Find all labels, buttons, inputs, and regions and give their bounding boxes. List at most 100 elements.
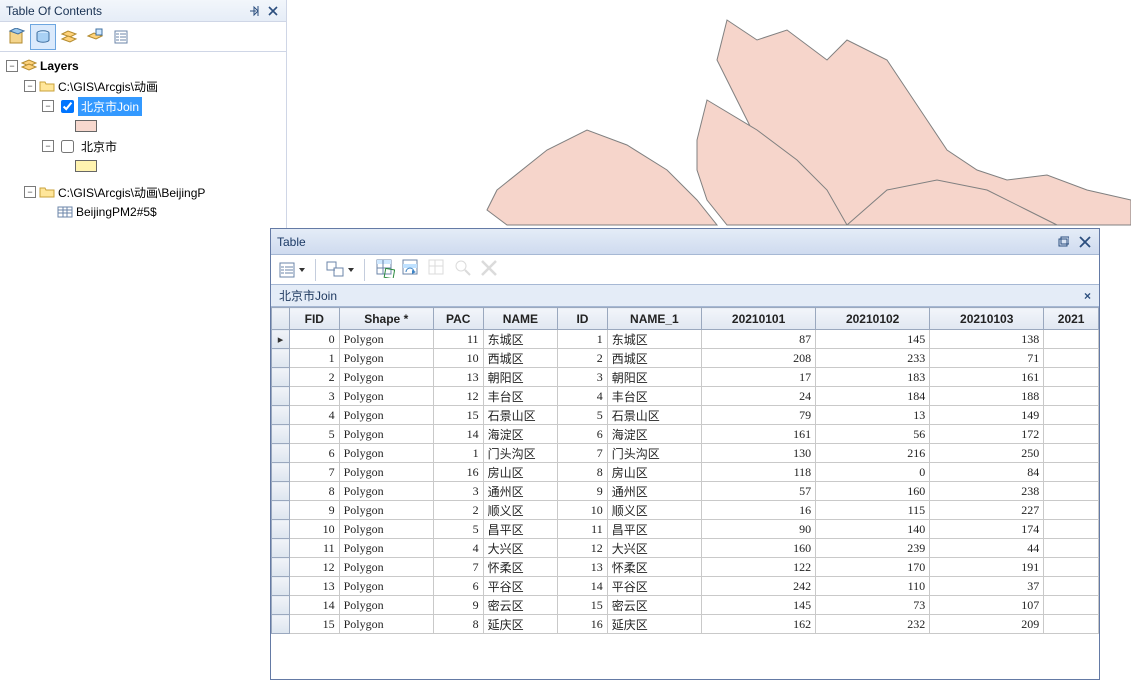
row-selector[interactable]: ▸ xyxy=(272,330,290,349)
cell[interactable]: 8 xyxy=(558,463,607,482)
table-window-titlebar[interactable]: Table xyxy=(271,229,1099,255)
layers-root-label[interactable]: Layers xyxy=(37,58,82,74)
zoom-selected-button[interactable] xyxy=(453,258,473,281)
cell[interactable]: 44 xyxy=(930,539,1044,558)
cell[interactable]: 11 xyxy=(433,330,483,349)
row-selector[interactable] xyxy=(272,406,290,425)
cell[interactable]: 13 xyxy=(433,368,483,387)
cell[interactable]: 15 xyxy=(558,596,607,615)
table-row[interactable]: 4Polygon15石景山区5石景山区7913149 xyxy=(272,406,1099,425)
cell[interactable]: 9 xyxy=(558,482,607,501)
cell[interactable]: 6 xyxy=(558,425,607,444)
expander-icon[interactable]: − xyxy=(6,60,18,72)
cell[interactable]: 1 xyxy=(433,444,483,463)
expander-icon[interactable]: − xyxy=(24,186,36,198)
row-selector[interactable] xyxy=(272,520,290,539)
cell[interactable]: 2 xyxy=(433,501,483,520)
cell[interactable]: 161 xyxy=(930,368,1044,387)
cell[interactable]: 8 xyxy=(433,615,483,634)
cell[interactable]: Polygon xyxy=(339,368,433,387)
cell[interactable]: 13 xyxy=(816,406,930,425)
layer-label[interactable]: 北京市 xyxy=(78,137,120,156)
cell[interactable]: 138 xyxy=(930,330,1044,349)
cell[interactable]: 130 xyxy=(702,444,816,463)
cell[interactable]: 顺义区 xyxy=(607,501,701,520)
cell[interactable]: 昌平区 xyxy=(607,520,701,539)
cell[interactable]: 87 xyxy=(702,330,816,349)
cell[interactable]: 2 xyxy=(290,368,340,387)
cell[interactable]: 12 xyxy=(558,539,607,558)
cell[interactable]: 216 xyxy=(816,444,930,463)
cell[interactable]: 170 xyxy=(816,558,930,577)
tab-close-icon[interactable]: × xyxy=(1084,289,1091,303)
cell[interactable]: Polygon xyxy=(339,387,433,406)
cell[interactable]: 通州区 xyxy=(483,482,558,501)
cell[interactable]: Polygon xyxy=(339,558,433,577)
cell[interactable]: 顺义区 xyxy=(483,501,558,520)
cell[interactable]: 平谷区 xyxy=(483,577,558,596)
cell[interactable]: 162 xyxy=(702,615,816,634)
cell[interactable] xyxy=(1044,501,1099,520)
row-selector[interactable] xyxy=(272,501,290,520)
cell[interactable]: Polygon xyxy=(339,406,433,425)
cell[interactable]: 57 xyxy=(702,482,816,501)
cell[interactable]: Polygon xyxy=(339,444,433,463)
table-row[interactable]: 13Polygon6平谷区14平谷区24211037 xyxy=(272,577,1099,596)
cell[interactable]: 1 xyxy=(558,330,607,349)
cell[interactable]: 160 xyxy=(702,539,816,558)
table-row[interactable]: 1Polygon10西城区2西城区20823371 xyxy=(272,349,1099,368)
list-by-selection-button[interactable] xyxy=(82,24,108,50)
column-header[interactable]: FID xyxy=(290,308,340,330)
cell[interactable]: 延庆区 xyxy=(483,615,558,634)
cell[interactable]: 5 xyxy=(433,520,483,539)
cell[interactable] xyxy=(1044,558,1099,577)
cell[interactable]: 14 xyxy=(558,577,607,596)
cell[interactable]: 145 xyxy=(816,330,930,349)
expander-icon[interactable]: − xyxy=(42,140,54,152)
cell[interactable]: 通州区 xyxy=(607,482,701,501)
cell[interactable]: 115 xyxy=(816,501,930,520)
cell[interactable]: Polygon xyxy=(339,577,433,596)
cell[interactable]: 13 xyxy=(290,577,340,596)
cell[interactable]: 海淀区 xyxy=(483,425,558,444)
cell[interactable]: 门头沟区 xyxy=(483,444,558,463)
cell[interactable]: 平谷区 xyxy=(607,577,701,596)
cell[interactable]: 73 xyxy=(816,596,930,615)
group-label[interactable]: C:\GIS\Arcgis\动画 xyxy=(55,77,161,96)
cell[interactable]: 1 xyxy=(290,349,340,368)
cell[interactable]: 232 xyxy=(816,615,930,634)
cell[interactable]: 107 xyxy=(930,596,1044,615)
column-header[interactable]: NAME_1 xyxy=(607,308,701,330)
row-selector[interactable] xyxy=(272,425,290,444)
cell[interactable]: 0 xyxy=(816,463,930,482)
list-by-visibility-button[interactable] xyxy=(56,24,82,50)
cell[interactable]: Polygon xyxy=(339,330,433,349)
cell[interactable]: 5 xyxy=(290,425,340,444)
cell[interactable]: 丰台区 xyxy=(483,387,558,406)
cell[interactable]: 15 xyxy=(433,406,483,425)
table-window-close-icon[interactable] xyxy=(1077,234,1093,250)
cell[interactable]: 3 xyxy=(290,387,340,406)
cell[interactable]: 3 xyxy=(433,482,483,501)
cell[interactable]: 118 xyxy=(702,463,816,482)
cell[interactable]: 8 xyxy=(290,482,340,501)
cell[interactable]: 7 xyxy=(433,558,483,577)
cell[interactable]: 37 xyxy=(930,577,1044,596)
cell[interactable]: 160 xyxy=(816,482,930,501)
table-row[interactable]: 2Polygon13朝阳区3朝阳区17183161 xyxy=(272,368,1099,387)
table-row[interactable]: ▸0Polygon11东城区1东城区87145138 xyxy=(272,330,1099,349)
cell[interactable]: 7 xyxy=(290,463,340,482)
table-row[interactable]: 3Polygon12丰台区4丰台区24184188 xyxy=(272,387,1099,406)
list-by-source-button[interactable] xyxy=(30,24,56,50)
layer-label-selected[interactable]: 北京市Join xyxy=(78,97,142,116)
clear-selection-button[interactable] xyxy=(427,258,447,281)
cell[interactable]: 233 xyxy=(816,349,930,368)
table-row[interactable]: 15Polygon8延庆区16延庆区162232209 xyxy=(272,615,1099,634)
switch-selection-button[interactable] xyxy=(401,258,421,281)
column-header[interactable]: 20210101 xyxy=(702,308,816,330)
cell[interactable]: 149 xyxy=(930,406,1044,425)
cell[interactable]: 184 xyxy=(816,387,930,406)
cell[interactable]: 250 xyxy=(930,444,1044,463)
cell[interactable]: 密云区 xyxy=(483,596,558,615)
cell[interactable]: 丰台区 xyxy=(607,387,701,406)
